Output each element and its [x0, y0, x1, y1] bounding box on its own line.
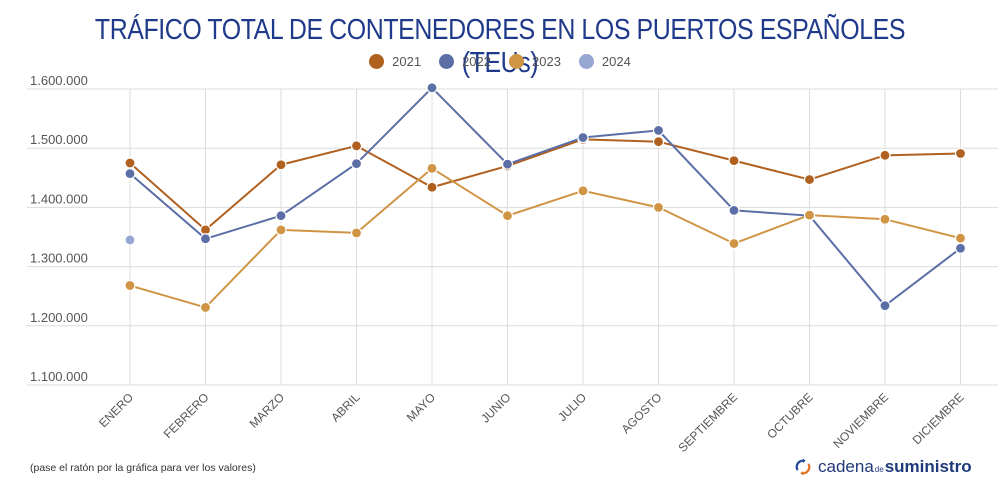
series-points	[124, 82, 967, 314]
data-point-2022-diciembre[interactable]	[954, 242, 967, 254]
grid	[27, 88, 998, 386]
data-point-2022-mayo[interactable]	[426, 82, 438, 94]
data-point-2022-enero[interactable]	[124, 168, 136, 180]
x-tick-label: ABRIL	[328, 390, 363, 425]
logo-word-de: de	[874, 465, 884, 474]
x-axis: ENERO FEBRERO MARZO ABRIL MAYO JUNIO JULIO AGOS…	[96, 390, 967, 455]
legend-item-2022[interactable]: 2022	[439, 54, 491, 69]
data-point-2021-diciembre[interactable]	[954, 147, 967, 160]
legend: 2021 2022 2023 2024	[0, 54, 1000, 69]
x-tick-label: MAYO	[404, 390, 438, 424]
data-point-2023-octubre[interactable]	[803, 209, 816, 221]
x-tick-label: AGOSTO	[619, 390, 665, 436]
y-axis: 1.100.000 1.200.000 1.300.000 1.400.000 1.50…	[30, 73, 88, 384]
hover-hint: (pase el ratón por la gráfica para ver l…	[30, 462, 256, 474]
data-point-2022-marzo[interactable]	[275, 210, 287, 222]
data-point-2023-diciembre[interactable]	[954, 232, 967, 244]
data-point-2021-abril[interactable]	[350, 140, 363, 152]
y-tick-label: 1.400.000	[30, 191, 88, 206]
y-tick-label: 1.500.000	[30, 132, 88, 147]
legend-item-2024[interactable]: 2024	[578, 54, 631, 69]
data-point-2023-enero[interactable]	[124, 279, 136, 292]
data-point-2023-agosto[interactable]	[652, 201, 665, 213]
legend-marker-2021	[369, 54, 385, 69]
data-point-2023-septiembre[interactable]	[728, 237, 740, 250]
series-lines	[129, 86, 962, 309]
data-point-2021-octubre[interactable]	[803, 173, 816, 186]
y-tick-label: 1.300.000	[30, 251, 88, 266]
legend-marker-2023	[509, 54, 524, 69]
brand-logo: cadena de suministro	[794, 457, 972, 477]
data-point-2023-mayo[interactable]	[426, 162, 438, 174]
data-point-2021-septiembre[interactable]	[728, 155, 740, 167]
legend-label-2021: 2021	[392, 54, 422, 69]
x-tick-label: ENERO	[96, 390, 136, 430]
data-point-2023-abril[interactable]	[350, 227, 363, 239]
data-point-2022-noviembre[interactable]	[879, 300, 891, 312]
x-tick-label: SEPTIEMBRE	[676, 390, 741, 455]
series-line-2023[interactable]	[129, 167, 961, 309]
x-tick-label: FEBRERO	[161, 390, 212, 441]
circular-arrows-icon	[795, 458, 811, 476]
data-point-2022-abril[interactable]	[350, 157, 363, 170]
x-tick-label: OCTUBRE	[764, 390, 815, 441]
data-point-2023-junio[interactable]	[501, 210, 514, 222]
data-point-2023-marzo[interactable]	[275, 224, 287, 236]
x-tick-label: JULIO	[555, 390, 589, 424]
legend-label-2023: 2023	[532, 54, 561, 69]
data-point-2022-julio[interactable]	[577, 131, 589, 144]
legend-marker-2024	[578, 54, 594, 69]
data-point-2022-septiembre[interactable]	[728, 204, 740, 216]
x-tick-label: MARZO	[247, 390, 288, 431]
chart-title: TRÁFICO TOTAL DE CONTENEDORES EN LOS PUE…	[94, 14, 906, 79]
x-tick-label: NOVIEMBRE	[830, 390, 891, 451]
data-point-2022-junio[interactable]	[501, 158, 514, 170]
legend-item-2021[interactable]: 2021	[369, 54, 421, 69]
logo-word-suministro: suministro	[884, 457, 972, 476]
legend-label-2024: 2024	[601, 54, 631, 69]
data-point-2021-marzo[interactable]	[275, 159, 287, 171]
data-point-2021-enero[interactable]	[124, 157, 136, 169]
data-point-2023-noviembre[interactable]	[879, 213, 891, 225]
data-point-2021-mayo[interactable]	[426, 181, 438, 193]
x-tick-label: DICIEMBRE	[910, 390, 967, 447]
y-tick-label: 1.600.000	[30, 73, 88, 88]
series-line-2022[interactable]	[129, 86, 962, 307]
y-tick-label: 1.100.000	[30, 369, 88, 384]
data-point-2021-noviembre[interactable]	[879, 149, 891, 161]
data-point-2024-enero[interactable]	[124, 234, 136, 246]
legend-item-2023[interactable]: 2023	[509, 54, 561, 69]
legend-marker-2022	[439, 54, 455, 69]
data-point-2023-julio[interactable]	[577, 185, 589, 197]
logo-word-cadena: cadena	[818, 457, 874, 476]
y-tick-label: 1.200.000	[30, 310, 88, 325]
data-point-2022-febrero[interactable]	[199, 233, 212, 245]
x-tick-label: JUNIO	[478, 390, 513, 425]
data-point-2023-febrero[interactable]	[199, 301, 212, 314]
data-point-2022-agosto[interactable]	[652, 124, 665, 137]
series-line-2021[interactable]	[129, 138, 961, 231]
legend-label-2022: 2022	[462, 54, 491, 69]
data-point-2021-agosto[interactable]	[652, 136, 665, 148]
